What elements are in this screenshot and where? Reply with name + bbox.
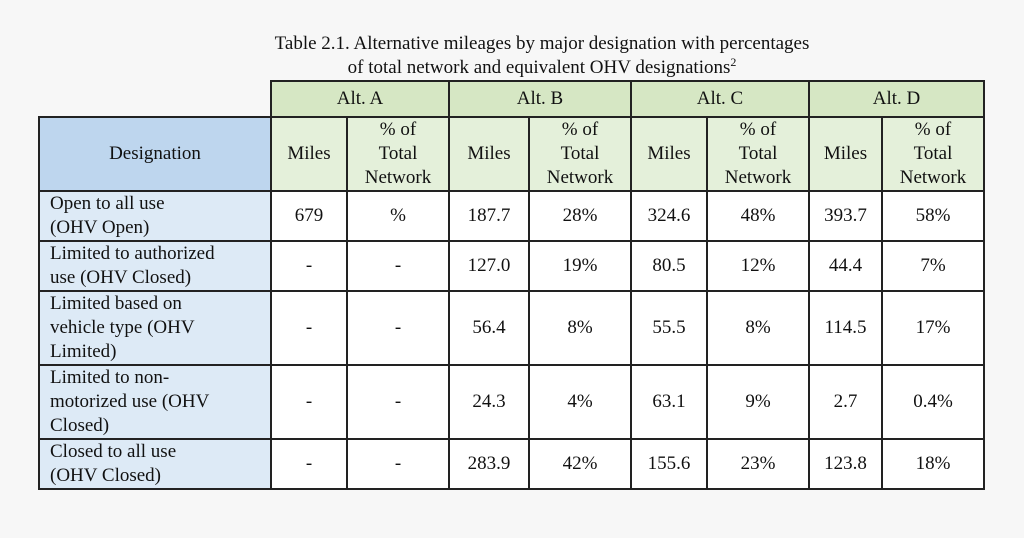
row-label-line: Closed) [50, 415, 110, 436]
miles-cell: 55.5 [630, 290, 708, 366]
pct-header-line: Total [738, 143, 778, 164]
pct-header-line: Network [899, 167, 967, 188]
pct-header-line: Network [364, 167, 432, 188]
pct-cell: 0.4% [881, 364, 985, 440]
pct-header-line: Total [913, 143, 953, 164]
row-label-line: vehicle type (OHV [50, 317, 195, 338]
pct-header-line: Network [546, 167, 614, 188]
miles-cell: - [270, 364, 348, 440]
pct-header-line: Network [724, 167, 792, 188]
pct-cell: % [346, 190, 450, 242]
pct-cell: 23% [706, 438, 810, 490]
miles-cell: - [270, 438, 348, 490]
pct-cell: 28% [528, 190, 632, 242]
caption-line-1: Table 2.1. Alternative mileages by major… [274, 33, 810, 54]
table-row: Limited to authorized use (OHV Closed) - … [38, 240, 985, 292]
row-label: Limited based on vehicle type (OHV Limited… [38, 290, 272, 366]
pct-header: % of Total Network [346, 116, 450, 192]
alt-a-header: Alt. A [270, 80, 450, 118]
miles-cell: 114.5 [808, 290, 883, 366]
row-label-line: use (OHV Closed) [50, 267, 192, 288]
corner-blank [39, 81, 271, 117]
pct-header-line: % of [914, 119, 952, 140]
row-label: Open to all use (OHV Open) [38, 190, 272, 242]
miles-cell: 393.7 [808, 190, 883, 242]
pct-cell: - [346, 438, 450, 490]
miles-cell: 123.8 [808, 438, 883, 490]
miles-cell: 679 [270, 190, 348, 242]
miles-cell: 324.6 [630, 190, 708, 242]
table-row: Limited to non-motorized use (OHV Closed)… [38, 364, 985, 440]
alt-b-header: Alt. B [448, 80, 632, 118]
miles-cell: 283.9 [448, 438, 530, 490]
row-label-line: Limited to authorized [50, 243, 215, 264]
pct-header-line: % of [561, 119, 599, 140]
miles-cell: 155.6 [630, 438, 708, 490]
pct-cell: 4% [528, 364, 632, 440]
miles-cell: 2.7 [808, 364, 883, 440]
pct-header-line: % of [379, 119, 417, 140]
row-label-line: (OHV Open) [50, 217, 150, 238]
row-label-line: motorized use (OHV [50, 391, 210, 412]
footnote-marker: 2 [730, 55, 737, 69]
row-label-line: Limited based on [50, 293, 182, 314]
miles-cell: 127.0 [448, 240, 530, 292]
pct-cell: 19% [528, 240, 632, 292]
pct-cell: 58% [881, 190, 985, 242]
pct-cell: 42% [528, 438, 632, 490]
table-caption: Table 2.1. Alternative mileages by major… [0, 32, 1024, 80]
miles-cell: 56.4 [448, 290, 530, 366]
pct-cell: 17% [881, 290, 985, 366]
alt-c-header: Alt. C [630, 80, 810, 118]
miles-cell: - [270, 290, 348, 366]
miles-header: Miles [808, 116, 883, 192]
row-label-line: Closed to all use [50, 441, 177, 462]
pct-header-line: % of [739, 119, 777, 140]
miles-header: Miles [448, 116, 530, 192]
row-label: Limited to authorized use (OHV Closed) [38, 240, 272, 292]
miles-header: Miles [630, 116, 708, 192]
mileage-table: Alt. A Alt. B Alt. C Alt. D Designation … [38, 80, 985, 490]
table-row: Limited based on vehicle type (OHV Limited… [38, 290, 985, 366]
pct-cell: 9% [706, 364, 810, 440]
pct-cell: 12% [706, 240, 810, 292]
pct-header: % of Total Network [881, 116, 985, 192]
caption-line-2-text: of total network and equivalent OHV desi… [347, 57, 731, 78]
miles-header: Miles [270, 116, 348, 192]
caption-line-2: of total network and equivalent OHV desi… [0, 56, 1024, 80]
miles-cell: 80.5 [630, 240, 708, 292]
pct-header: % of Total Network [528, 116, 632, 192]
designation-header: Designation [38, 116, 272, 192]
pct-cell: 18% [881, 438, 985, 490]
pct-cell: 7% [881, 240, 985, 292]
row-label: Closed to all use (OHV Closed) [38, 438, 272, 490]
pct-cell: 48% [706, 190, 810, 242]
miles-cell: 187.7 [448, 190, 530, 242]
pct-cell: - [346, 240, 450, 292]
pct-cell: 8% [706, 290, 810, 366]
row-label-line: Limited) [50, 341, 117, 362]
alt-d-header: Alt. D [808, 80, 985, 118]
row-label-line: (OHV Closed) [50, 465, 162, 486]
miles-cell: 24.3 [448, 364, 530, 440]
row-label: Limited to non-motorized use (OHV Closed) [38, 364, 272, 440]
miles-cell: 44.4 [808, 240, 883, 292]
table-row: Open to all use (OHV Open) 679 % 187.7 28… [38, 190, 985, 242]
pct-header-line: Total [560, 143, 600, 164]
pct-cell: 8% [528, 290, 632, 366]
miles-cell: - [270, 240, 348, 292]
pct-cell: - [346, 364, 450, 440]
table-row: Closed to all use (OHV Closed) - - 283.9 … [38, 438, 985, 490]
pct-header-line: Total [378, 143, 418, 164]
pct-header: % of Total Network [706, 116, 810, 192]
row-label-line: Limited to non- [50, 367, 170, 388]
row-label-line: Open to all use [50, 193, 165, 214]
pct-cell: - [346, 290, 450, 366]
miles-cell: 63.1 [630, 364, 708, 440]
